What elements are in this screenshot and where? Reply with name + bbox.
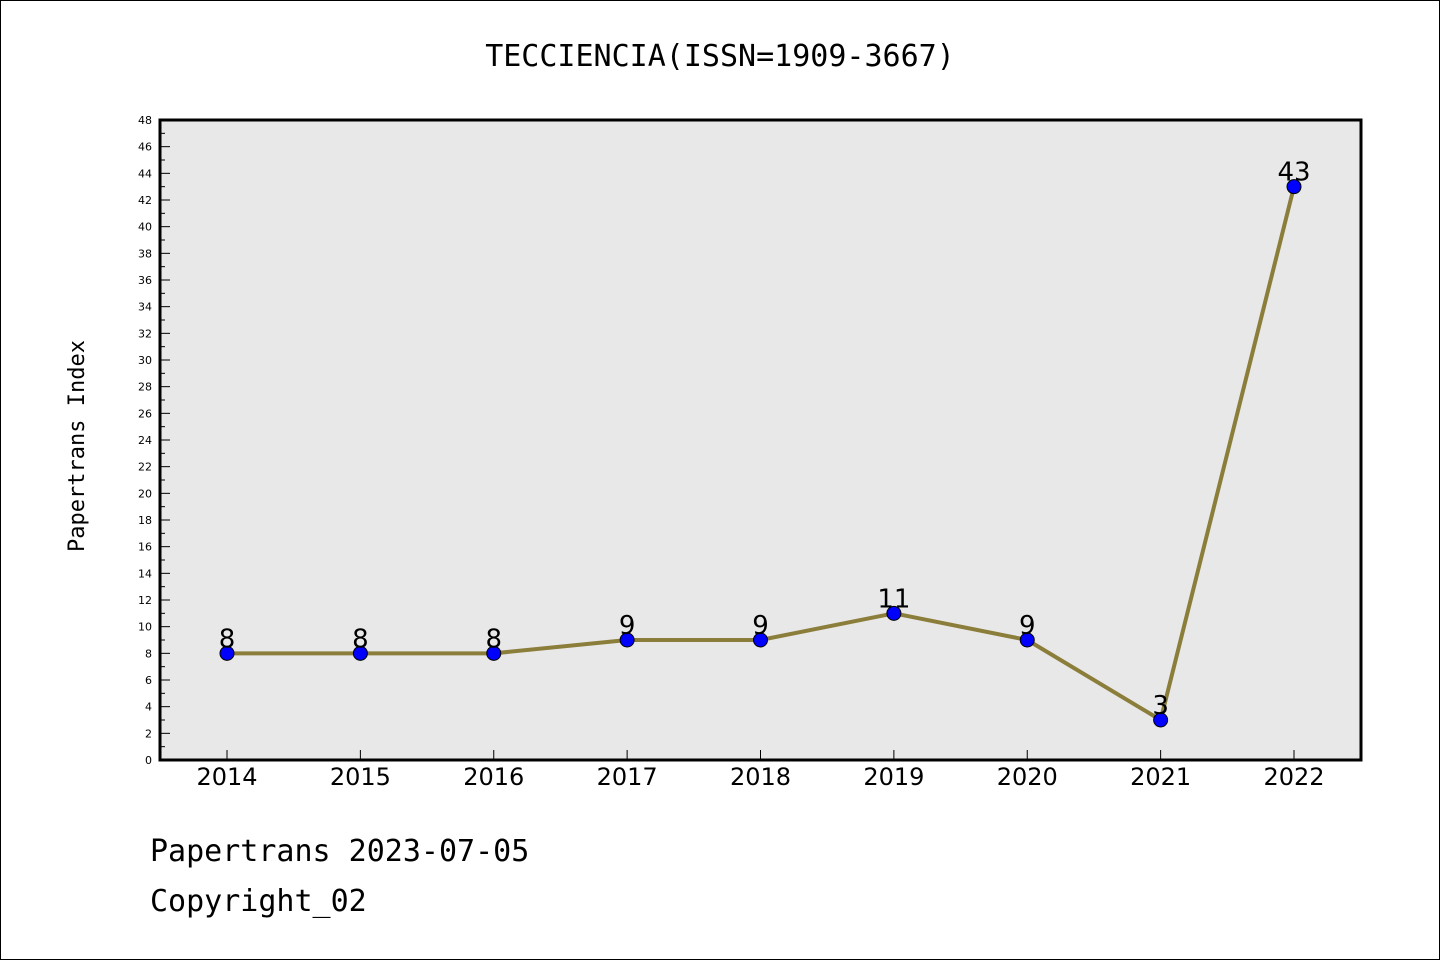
footer-date: Papertrans 2023-07-05 <box>150 834 530 869</box>
data-point <box>486 645 502 661</box>
chart-title: TECCIENCIA(ISSN=1909-3667) <box>485 39 955 74</box>
y-tick-label: 4 <box>145 701 152 714</box>
data-label: 9 <box>619 611 636 641</box>
x-tick-label: 2015 <box>330 763 391 791</box>
plot-area <box>158 118 1363 762</box>
y-tick-label: 8 <box>145 647 152 660</box>
data-point <box>1286 179 1302 195</box>
data-point <box>352 645 368 661</box>
data-point <box>219 645 235 661</box>
x-tick-label: 2021 <box>1130 763 1191 791</box>
y-tick-label: 38 <box>138 247 152 260</box>
y-tick-label: 20 <box>138 487 152 500</box>
data-label: 11 <box>877 584 910 614</box>
x-tick-label: 2022 <box>1263 763 1324 791</box>
data-point <box>619 632 635 648</box>
y-tick-label: 48 <box>138 114 152 127</box>
data-label: 9 <box>752 611 769 641</box>
data-point <box>753 632 768 648</box>
data-label: 8 <box>219 624 236 654</box>
y-tick-label: 46 <box>138 141 152 154</box>
y-tick-label: 12 <box>138 594 152 607</box>
y-tick-label: 42 <box>138 194 152 207</box>
data-label: 9 <box>1019 611 1036 641</box>
data-label: 43 <box>1277 158 1310 188</box>
x-tick-label: 2020 <box>997 763 1058 791</box>
y-tick-label: 6 <box>145 674 152 687</box>
y-tick-label: 28 <box>138 381 152 394</box>
y-tick-label: 14 <box>138 567 152 580</box>
x-tick-label: 2014 <box>196 763 257 791</box>
y-tick-label: 30 <box>138 354 152 367</box>
y-tick-label: 10 <box>138 621 152 634</box>
x-tick-label: 2017 <box>597 763 658 791</box>
x-axis: 2014 2015 2016 2017 2018 2019 2020 2021 2022 <box>196 750 1325 791</box>
y-tick-label: 18 <box>138 514 152 527</box>
y-tick-label: 0 <box>145 754 152 767</box>
y-tick-label: 40 <box>138 221 152 234</box>
data-point <box>1153 712 1169 728</box>
y-tick-label: 34 <box>138 301 152 314</box>
data-label: 8 <box>485 624 502 654</box>
data-label: 3 <box>1152 691 1169 721</box>
y-tick-label: 44 <box>138 167 152 180</box>
y-tick-label: 2 <box>145 727 152 740</box>
y-tick-label: 36 <box>138 274 152 287</box>
y-tick-label: 26 <box>138 407 152 420</box>
data-point <box>886 605 902 621</box>
y-tick-label: 24 <box>138 434 152 447</box>
footer-copyright: Copyright_02 <box>150 884 367 919</box>
x-tick-label: 2018 <box>730 763 791 791</box>
y-tick-label: 16 <box>138 541 152 554</box>
series-layer: 8 8 8 9 9 11 9 3 43 <box>219 158 1311 728</box>
y-axis-label: Papertrans Index <box>65 340 90 552</box>
x-tick-label: 2016 <box>463 763 524 791</box>
y-tick-label: 22 <box>138 461 152 474</box>
y-tick-label: 32 <box>138 327 152 340</box>
data-point <box>1019 632 1035 648</box>
data-label: 8 <box>352 624 369 654</box>
x-tick-label: 2019 <box>863 763 924 791</box>
y-axis: 0246810121416182022242628303234363840424… <box>138 114 170 767</box>
